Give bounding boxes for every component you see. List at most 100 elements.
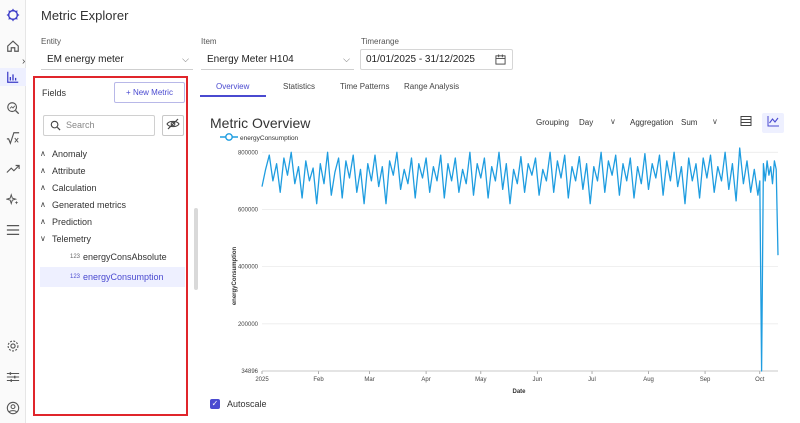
tab-statistics[interactable]: Statistics: [283, 82, 316, 91]
search-input[interactable]: Search: [43, 115, 155, 136]
panel-scrollbar[interactable]: [194, 208, 198, 290]
field-item-energyconsabsolute[interactable]: 123 energyConsAbsolute: [40, 247, 185, 267]
x-tick-label: 2025: [255, 377, 269, 383]
tree-group-label: Prediction: [52, 216, 93, 227]
sqrt-icon[interactable]: [5, 130, 21, 146]
sliders-icon[interactable]: [5, 369, 21, 385]
y-tick-label: 800000: [238, 150, 259, 156]
aggregation-label: Aggregation: [630, 118, 674, 127]
chevron-up-icon: ∧: [40, 217, 46, 226]
grouping-label: Grouping: [536, 118, 569, 127]
user-icon[interactable]: [5, 400, 21, 416]
autoscale-label: Autoscale: [227, 399, 267, 409]
line-chart-icon: [767, 114, 780, 132]
tree-group-attribute[interactable]: ∧ Attribute: [40, 162, 185, 179]
settings-icon[interactable]: [5, 338, 21, 354]
field-item-energyconsumption[interactable]: 123 energyConsumption: [40, 267, 185, 287]
x-axis-ticks: 2025 Feb Mar Apr May Jun Jul Aug Sep Oct: [255, 370, 778, 383]
grouping-select[interactable]: Day: [579, 118, 594, 127]
entity-value: EM energy meter: [47, 54, 124, 65]
tree-group-label: Calculation: [52, 182, 97, 193]
legend-label: energyConsumption: [240, 135, 299, 142]
x-tick-label: Feb: [313, 377, 324, 383]
timerange-value: 01/01/2025 - 31/12/2025: [366, 54, 475, 65]
chevron-down-icon: ⌵: [343, 54, 350, 64]
chart-icon[interactable]: [5, 69, 21, 85]
table-icon: [740, 114, 752, 132]
series-line-energyconsumption[interactable]: [261, 147, 779, 372]
tree-group-anomaly[interactable]: ∧ Anomaly: [40, 145, 185, 162]
entity-select[interactable]: EM energy meter ⌵: [41, 50, 193, 70]
trend-icon[interactable]: [5, 161, 21, 177]
legend-marker: [225, 133, 233, 141]
page-title: Metric Explorer: [41, 8, 129, 23]
home-icon[interactable]: [5, 38, 21, 54]
x-axis-label: Date: [512, 389, 526, 395]
tree-group-calculation[interactable]: ∧ Calculation: [40, 179, 185, 196]
x-tick-label: Jul: [588, 377, 596, 383]
fields-tree: ∧ Anomaly ∧ Attribute ∧ Calculation ∧ Genera…: [40, 145, 185, 287]
x-tick-label: Jun: [532, 377, 542, 383]
tree-group-telemetry[interactable]: ∨ Telemetry: [40, 230, 185, 247]
x-tick-label: Aug: [643, 377, 654, 383]
y-tick-label: 400000: [238, 265, 259, 271]
tab-time-patterns[interactable]: Time Patterns: [340, 82, 390, 91]
sparkle-icon[interactable]: [5, 192, 21, 208]
chevron-up-icon: ∧: [40, 200, 46, 209]
logo-icon[interactable]: [5, 7, 21, 23]
checkmark-icon: ✓: [210, 399, 220, 409]
search-chart-icon[interactable]: [5, 100, 21, 116]
fields-panel: Fields + New Metric Search ∧ Anomaly ∧ Att…: [33, 76, 188, 416]
line-chart[interactable]: energyConsumption 34896 200000 400000 60000…: [200, 128, 790, 396]
fields-title: Fields: [42, 88, 67, 98]
new-metric-button[interactable]: + New Metric: [114, 82, 185, 103]
analysis-tabs: Overview Statistics Time Patterns Range …: [200, 78, 790, 98]
toggle-visibility-button[interactable]: [162, 115, 184, 136]
search-icon: [50, 120, 61, 133]
navigation-rail: ›: [0, 0, 26, 423]
chevron-down-icon: ⌵: [182, 54, 189, 64]
item-value: Energy Meter H104: [207, 54, 294, 65]
x-tick-label: May: [475, 377, 486, 383]
tree-group-generated-metrics[interactable]: ∧ Generated metrics: [40, 196, 185, 213]
timerange-label: Timerange: [361, 37, 399, 46]
chevron-right-icon[interactable]: ›: [22, 56, 26, 67]
number-type-icon: 123: [70, 274, 81, 280]
calendar-icon[interactable]: [495, 54, 506, 68]
aggregation-select[interactable]: Sum: [681, 118, 698, 127]
field-item-label: energyConsAbsolute: [83, 252, 167, 262]
item-select[interactable]: Energy Meter H104 ⌵: [201, 50, 354, 70]
tree-group-label: Attribute: [52, 165, 86, 176]
x-tick-label: Sep: [700, 377, 711, 383]
field-item-label: energyConsumption: [83, 272, 164, 282]
tree-group-label: Telemetry: [52, 233, 92, 244]
chart-view-button[interactable]: [762, 113, 784, 133]
y-tick-label: 600000: [238, 207, 259, 213]
eye-off-icon: [166, 117, 180, 135]
chart-legend[interactable]: energyConsumption: [220, 133, 299, 142]
chevron-up-icon: ∧: [40, 183, 46, 192]
entity-label: Entity: [41, 37, 62, 46]
number-type-icon: 123: [70, 254, 81, 260]
chart-title: Metric Overview: [210, 115, 311, 131]
tree-group-prediction[interactable]: ∧ Prediction: [40, 213, 185, 230]
tab-overview[interactable]: Overview: [200, 78, 266, 97]
search-placeholder: Search: [66, 120, 95, 130]
x-tick-label: Apr: [421, 377, 430, 383]
table-view-button[interactable]: [735, 113, 757, 133]
tab-range-analysis[interactable]: Range Analysis: [404, 82, 460, 91]
y-axis-label: energyConsumption: [232, 247, 238, 306]
chevron-up-icon: ∧: [40, 166, 46, 175]
y-axis-ticks: 34896 200000 400000 600000 800000: [238, 150, 259, 375]
tree-group-label: Generated metrics: [52, 199, 127, 210]
autoscale-checkbox[interactable]: ✓ Autoscale: [210, 399, 267, 409]
chevron-down-icon: ∨: [40, 234, 46, 243]
x-tick-label: Mar: [364, 377, 374, 383]
timerange-input[interactable]: 01/01/2025 - 31/12/2025: [360, 49, 513, 70]
menu-icon[interactable]: [5, 222, 21, 238]
chevron-down-icon[interactable]: ∨: [610, 117, 616, 126]
item-label: Item: [201, 37, 217, 46]
x-tick-label: Oct: [755, 377, 765, 383]
chevron-up-icon: ∧: [40, 149, 46, 158]
chevron-down-icon[interactable]: ∨: [712, 117, 718, 126]
